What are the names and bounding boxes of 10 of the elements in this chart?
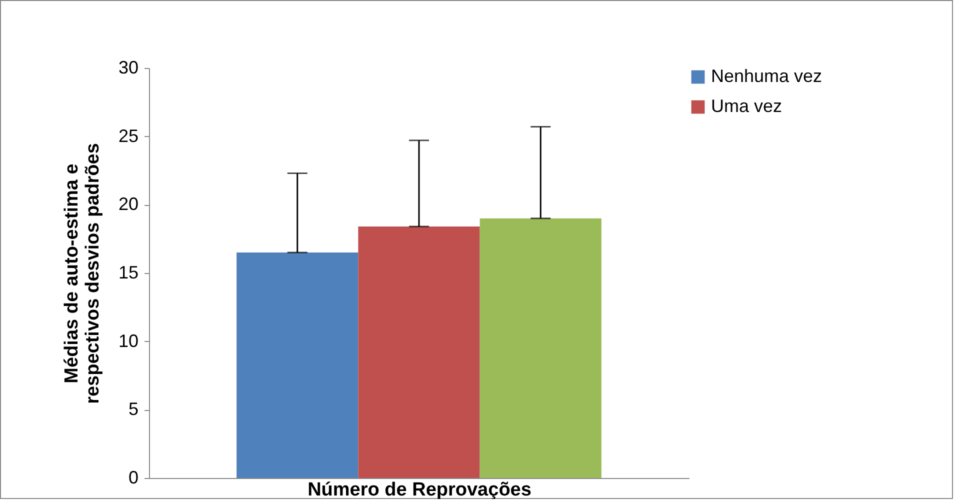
y-tick-label: 25 [118,126,138,146]
legend-label: Uma vez [711,96,782,116]
y-tick-label: 15 [118,262,138,282]
y-tick-label: 20 [118,194,138,214]
y-tick-label: 0 [128,468,138,488]
y-tick-label: 30 [118,58,138,78]
y-axis-title: Médias de auto-estima e respectivos desvios padrões [61,143,104,404]
legend-label: Nenhuma vez [711,66,822,86]
y-tick-label: 10 [118,330,138,351]
y-tick-label: 5 [128,399,138,420]
